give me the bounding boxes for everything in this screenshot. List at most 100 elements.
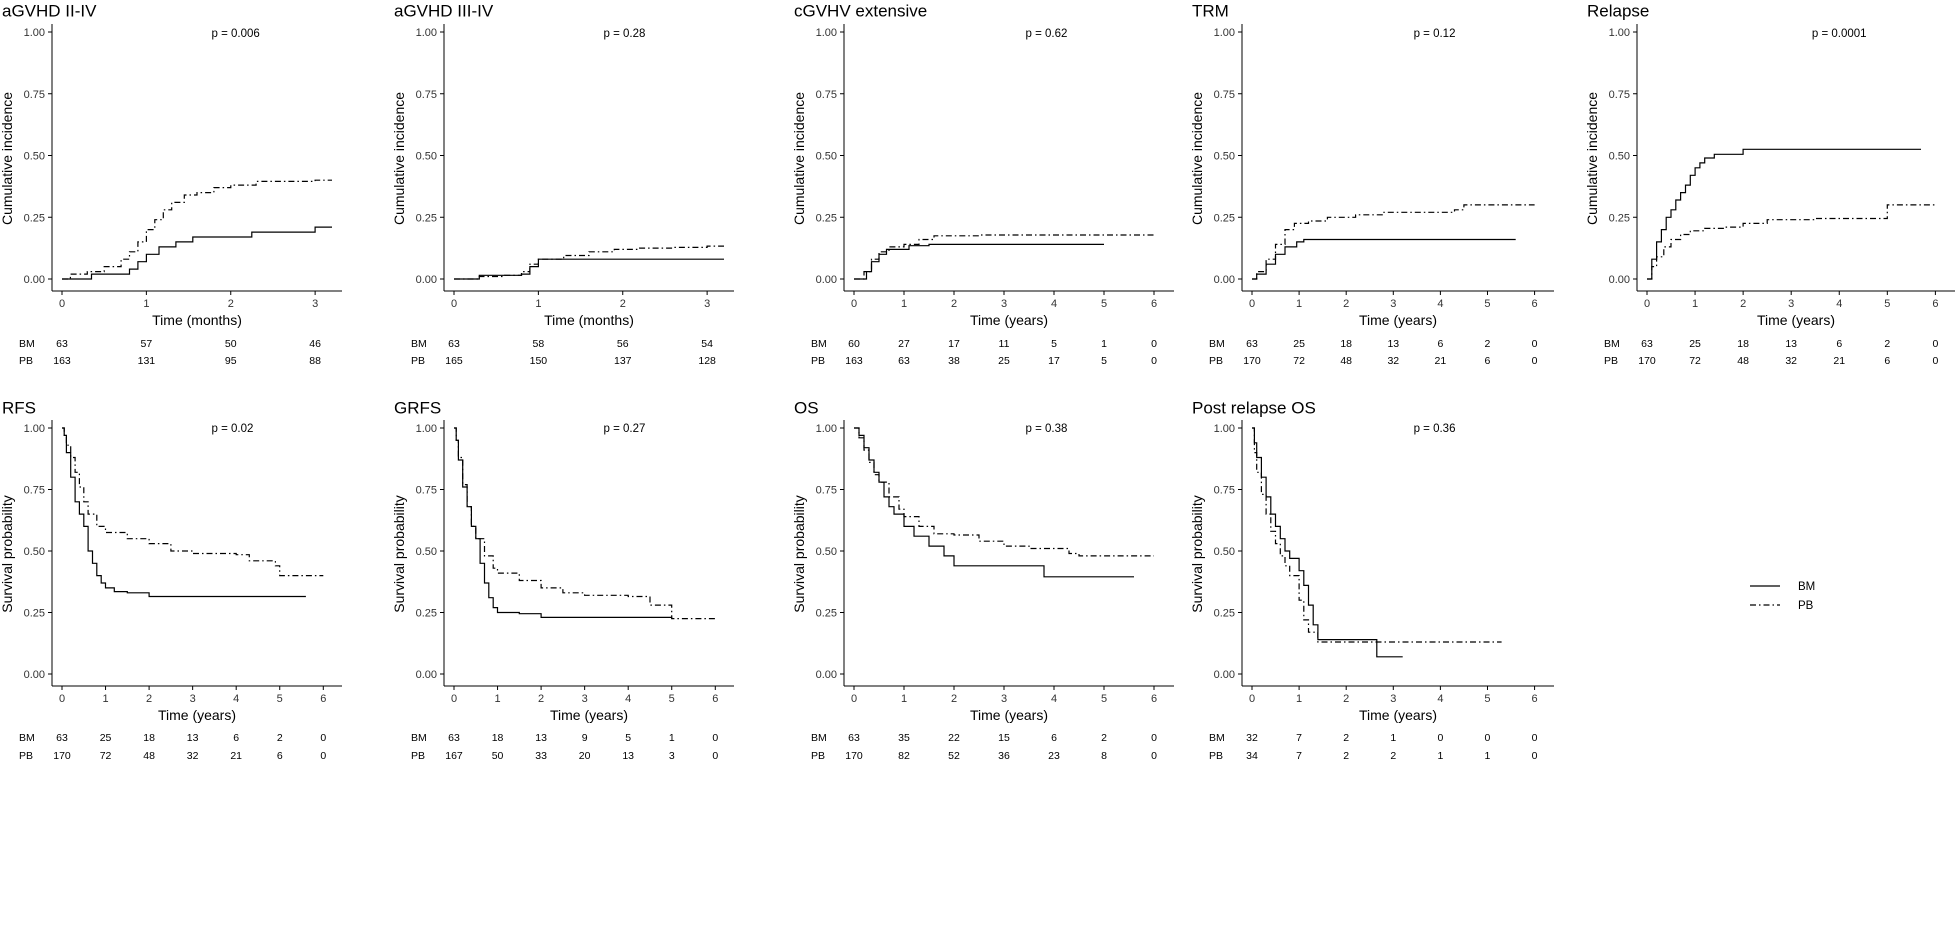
p-value: p = 0.62 <box>1026 28 1068 40</box>
p-value: p = 0.006 <box>212 28 260 40</box>
y-tick-label: 0.50 <box>1609 151 1630 163</box>
y-tick-label: 0.75 <box>416 89 437 101</box>
risk-table-group-label: PB <box>1209 750 1223 762</box>
series-line-bm <box>1252 427 1403 658</box>
y-tick-label: 0.25 <box>1214 212 1235 224</box>
y-tick-label: 0.00 <box>1214 669 1235 681</box>
risk-table-value: 163 <box>53 355 71 367</box>
x-tick-label: 4 <box>1051 693 1057 705</box>
risk-table-value: 17 <box>1048 355 1060 367</box>
x-tick-label: 5 <box>1101 298 1107 310</box>
y-tick-label: 0.50 <box>24 546 45 558</box>
x-tick-label: 0 <box>451 693 457 705</box>
y-tick-label: 0.00 <box>1214 274 1235 286</box>
y-axis-label: Cumulative incidence <box>1189 92 1205 225</box>
y-tick-label: 0.75 <box>1214 485 1235 497</box>
risk-table-value: 56 <box>617 338 629 350</box>
p-value: p = 0.02 <box>212 423 254 435</box>
x-tick-label: 3 <box>1001 298 1007 310</box>
panel-7: GRFS p = 0.27 0.00 0.25 0.50 0.75 1.00 0 1 2 3 4 5 6 T… <box>391 398 734 762</box>
risk-table-value: 7 <box>1296 732 1302 744</box>
series-line-pb <box>1252 427 1502 643</box>
risk-table-value: 46 <box>309 338 321 350</box>
x-tick-label: 1 <box>1296 693 1302 705</box>
panel-2: aGVHD III-IV p = 0.28 0.00 0.25 0.50 0.75 1.00… <box>391 1 734 367</box>
panel-title: OS <box>794 398 819 417</box>
risk-table-group-label: PB <box>19 750 33 762</box>
risk-table-value: 21 <box>1833 355 1845 367</box>
risk-table-value: 23 <box>1048 750 1060 762</box>
risk-table-value: 1 <box>1390 732 1396 744</box>
risk-table-value: 3 <box>669 750 675 762</box>
series-line-pb <box>62 427 324 577</box>
panel-3: cGVHV extensive p = 0.62 0.00 0.25 0.50 0.75 1… <box>791 1 1174 367</box>
y-tick-label: 0.50 <box>816 546 837 558</box>
x-tick-label: 5 <box>1884 298 1890 310</box>
risk-table-value: 170 <box>53 750 71 762</box>
panel-title: RFS <box>2 398 36 417</box>
risk-table-value: 25 <box>1689 338 1701 350</box>
panel-title: aGVHD II-IV <box>2 1 97 20</box>
risk-table-value: 8 <box>1101 750 1107 762</box>
panel-1: aGVHD II-IV p = 0.006 0.00 0.25 0.50 0.75 1.00… <box>0 1 342 367</box>
x-axis-label: Time (years) <box>1757 312 1835 328</box>
x-tick-label: 3 <box>1001 693 1007 705</box>
risk-table-value: 25 <box>100 732 112 744</box>
x-tick-label: 1 <box>102 693 108 705</box>
x-tick-label: 3 <box>312 298 318 310</box>
risk-table-value: 6 <box>1051 732 1057 744</box>
risk-table-group-label: BM <box>811 732 827 744</box>
risk-table-value: 5 <box>1101 355 1107 367</box>
x-tick-label: 2 <box>1343 693 1349 705</box>
risk-table-value: 57 <box>141 338 153 350</box>
x-tick-label: 6 <box>1532 693 1538 705</box>
y-axis-label: Cumulative incidence <box>791 92 807 225</box>
y-tick-label: 1.00 <box>1214 423 1235 435</box>
y-tick-label: 0.25 <box>1214 608 1235 620</box>
risk-table-value: 18 <box>492 732 504 744</box>
risk-table-value: 27 <box>898 338 910 350</box>
risk-table-group-label: BM <box>1209 732 1225 744</box>
x-tick-label: 6 <box>1151 298 1157 310</box>
x-axis-label: Time (months) <box>152 312 242 328</box>
risk-table-value: 13 <box>535 732 547 744</box>
y-tick-label: 1.00 <box>1214 27 1235 39</box>
series-line-bm <box>62 226 332 280</box>
risk-table-value: 2 <box>1343 750 1349 762</box>
y-tick-label: 0.25 <box>816 608 837 620</box>
risk-table-value: 18 <box>1340 338 1352 350</box>
risk-table-value: 63 <box>448 338 460 350</box>
risk-table-value: 7 <box>1296 750 1302 762</box>
risk-table-value: 50 <box>225 338 237 350</box>
x-tick-label: 0 <box>851 298 857 310</box>
p-value: p = 0.12 <box>1414 28 1456 40</box>
x-tick-label: 1 <box>901 298 907 310</box>
risk-table-value: 2 <box>277 732 283 744</box>
x-tick-label: 1 <box>1692 298 1698 310</box>
risk-table-group-label: BM <box>811 338 827 350</box>
risk-table-value: 137 <box>614 355 632 367</box>
risk-table-value: 6 <box>1884 355 1890 367</box>
risk-table-value: 63 <box>848 732 860 744</box>
y-tick-label: 0.25 <box>24 212 45 224</box>
risk-table-value: 1 <box>669 732 675 744</box>
risk-table-value: 165 <box>445 355 463 367</box>
risk-table-value: 18 <box>143 732 155 744</box>
risk-table-group-label: BM <box>411 338 427 350</box>
p-value: p = 0.27 <box>604 423 646 435</box>
risk-table-value: 82 <box>898 750 910 762</box>
risk-table-value: 54 <box>701 338 713 350</box>
y-axis-label: Survival probability <box>391 495 407 613</box>
risk-table-value: 25 <box>998 355 1010 367</box>
x-tick-label: 6 <box>1932 298 1938 310</box>
x-tick-label: 2 <box>1740 298 1746 310</box>
y-tick-label: 0.00 <box>1609 274 1630 286</box>
series-line-bm <box>1647 148 1921 280</box>
y-tick-label: 0.00 <box>24 274 45 286</box>
y-tick-label: 0.25 <box>1609 212 1630 224</box>
risk-table-value: 38 <box>948 355 960 367</box>
x-tick-label: 6 <box>712 693 718 705</box>
x-tick-label: 2 <box>538 693 544 705</box>
risk-table-value: 0 <box>1151 750 1157 762</box>
y-tick-label: 1.00 <box>24 27 45 39</box>
